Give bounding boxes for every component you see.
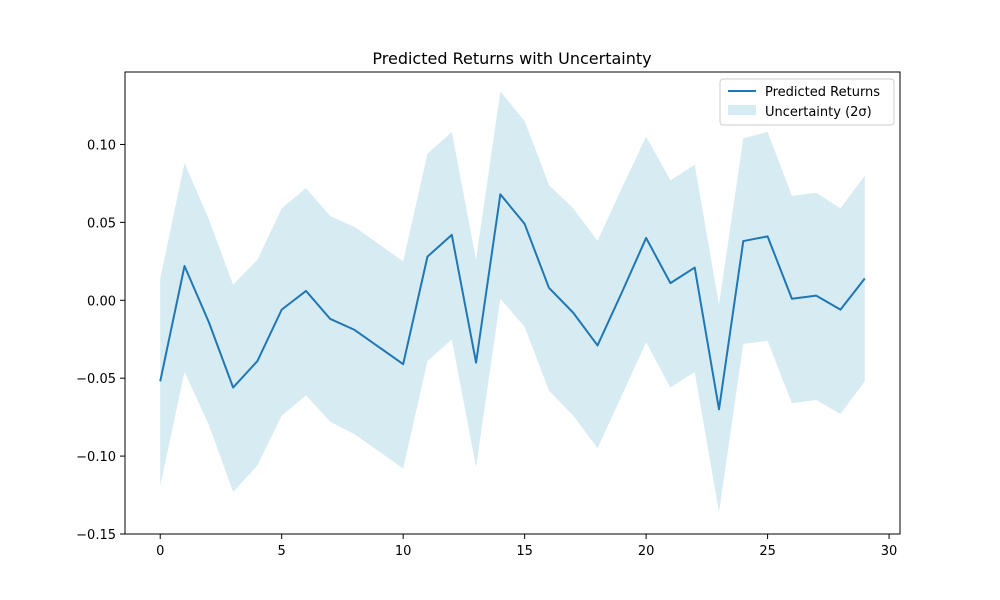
x-tick-label: 20 (638, 544, 655, 559)
y-tick-label: 0.00 (87, 294, 116, 309)
axes-frame (124, 71, 901, 535)
legend-box (719, 78, 895, 126)
x-tick-label: 10 (395, 544, 412, 559)
series-line-0 (159, 193, 866, 411)
x-tick-label: 30 (881, 544, 898, 559)
legend: Predicted Returns Uncertainty (2σ) (719, 78, 895, 126)
uncertainty-band (160, 91, 865, 513)
x-tick-label: 5 (278, 544, 286, 559)
y-tick-label: −0.05 (76, 372, 116, 387)
x-axis-ticks: 0 5 10 15 20 25 30 (156, 534, 897, 559)
y-tick-label: 0.10 (87, 138, 116, 153)
y-axis-ticks: −0.15 −0.10 −0.05 0.00 0.05 0.10 (76, 138, 125, 543)
x-tick-label: 25 (759, 544, 776, 559)
uncertainty-band-layer (160, 91, 865, 513)
x-tick-label: 15 (516, 544, 533, 559)
legend-band-swatch (728, 105, 756, 115)
legend-label-predicted-returns: Predicted Returns (765, 85, 880, 100)
chart-title: Predicted Returns with Uncertainty (372, 49, 651, 68)
y-tick-label: −0.10 (76, 450, 116, 465)
y-tick-label: −0.15 (76, 528, 116, 543)
x-tick-label: 0 (156, 544, 164, 559)
legend-label-uncertainty: Uncertainty (2σ) (765, 105, 872, 120)
predicted-returns-line-layer (159, 193, 866, 411)
y-tick-label: 0.05 (87, 216, 116, 231)
